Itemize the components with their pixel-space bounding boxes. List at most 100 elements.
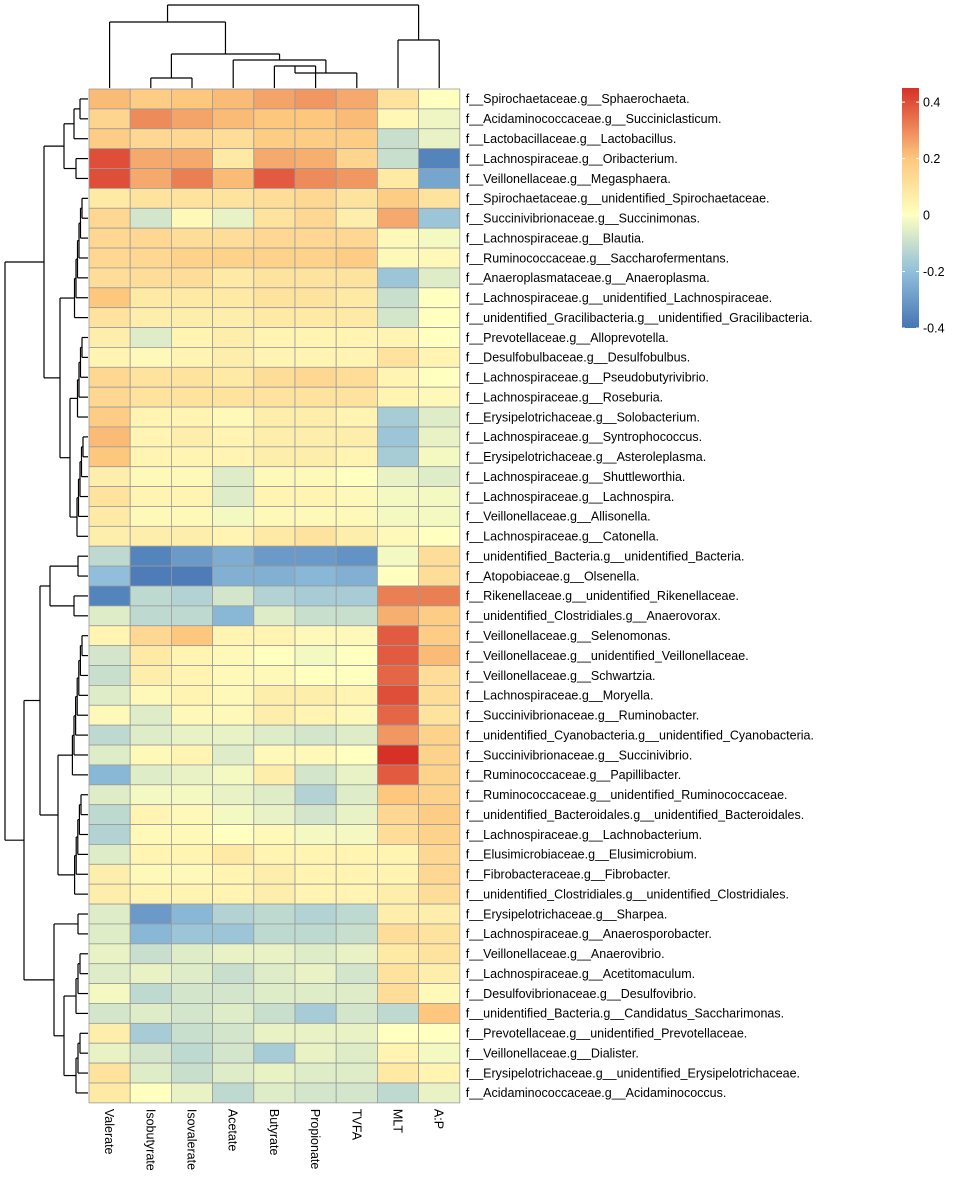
heatmap-cell — [129, 824, 172, 845]
heatmap-cell — [129, 525, 172, 547]
row-label: f__Succinivibrionaceae.g__Ruminobacter. — [466, 709, 699, 723]
heatmap-cell — [335, 128, 378, 150]
heatmap-cell — [170, 883, 213, 905]
heatmap-cell — [418, 466, 461, 488]
heatmap-cell — [335, 287, 378, 309]
heatmap-cell — [212, 148, 255, 169]
heatmap-cell — [129, 267, 172, 289]
heatmap-cell — [418, 923, 461, 945]
row-label: f__Succinivibrionaceae.g__Succinimonas. — [466, 212, 700, 226]
heatmap-cell — [88, 605, 131, 627]
heatmap-cell — [376, 685, 419, 706]
heatmap-cell — [253, 645, 296, 666]
heatmap-cell — [129, 784, 172, 806]
heatmap-cell — [170, 327, 213, 348]
heatmap-cell — [170, 1022, 213, 1044]
heatmap-cell — [88, 943, 131, 965]
heatmap-cell — [253, 903, 296, 925]
heatmap-cell — [253, 247, 296, 269]
heatmap-cell — [88, 744, 131, 766]
heatmap-cell — [335, 764, 378, 786]
heatmap-cell — [418, 983, 461, 1004]
heatmap-cell — [335, 923, 378, 945]
heatmap-cell — [418, 506, 461, 527]
heatmap-cell — [376, 1082, 419, 1104]
heatmap-cell — [335, 386, 378, 408]
heatmap-cell — [418, 585, 461, 607]
heatmap-cell — [294, 466, 337, 488]
heatmap-cell — [212, 764, 255, 786]
heatmap-cell — [253, 187, 296, 209]
heatmap-cell — [418, 943, 461, 965]
row-label: f__Lachnospiraceae.g__Lachnobacterium. — [466, 828, 702, 842]
heatmap-cell — [212, 903, 255, 925]
row-label: f__Desulfovibrionaceae.g__Desulfovibrio. — [466, 987, 697, 1001]
row-label: f__Lachnospiraceae.g__Oribacterium. — [466, 152, 678, 166]
heatmap-cell — [212, 88, 255, 110]
heatmap-cell — [88, 386, 131, 408]
heatmap-cell — [129, 168, 172, 189]
heatmap-cell — [335, 585, 378, 607]
heatmap-cell — [212, 347, 255, 368]
heatmap-cell — [294, 883, 337, 905]
row-label: f__unidentified_Clostridiales.g__Anaerov… — [466, 609, 721, 623]
heatmap-cell — [170, 108, 213, 130]
heatmap-cell — [294, 386, 337, 408]
heatmap-cell — [335, 307, 378, 328]
heatmap-cell — [418, 625, 461, 647]
heatmap-cell — [253, 923, 296, 945]
heatmap-cell — [376, 824, 419, 845]
heatmap-cell — [294, 704, 337, 726]
heatmap-cell — [335, 804, 378, 825]
heatmap-cell — [294, 963, 337, 984]
heatmap-cell — [376, 883, 419, 905]
heatmap-cell — [418, 247, 461, 269]
heatmap-cell — [170, 824, 213, 845]
heatmap-cell — [376, 207, 419, 229]
heatmap-cell — [129, 506, 172, 527]
heatmap-cell — [88, 685, 131, 706]
heatmap-cell — [212, 545, 255, 567]
row-label: f__Atopobiaceae.g__Olsenella. — [466, 569, 640, 583]
heatmap-cell — [170, 645, 213, 666]
heatmap-cell — [376, 903, 419, 925]
heatmap-cell — [335, 1042, 378, 1064]
heatmap-cell — [212, 704, 255, 726]
heatmap-cell — [170, 406, 213, 428]
heatmap-cell — [376, 943, 419, 965]
heatmap-cell — [418, 565, 461, 587]
heatmap-cell — [212, 844, 255, 865]
heatmap-cell — [88, 128, 131, 150]
heatmap-cell — [88, 545, 131, 567]
heatmap-cell — [253, 943, 296, 965]
heatmap-cell — [253, 625, 296, 647]
heatmap-cell — [294, 247, 337, 269]
heatmap-cell — [170, 426, 213, 448]
column-label: Isobutyrate — [143, 1109, 157, 1171]
heatmap-cell — [253, 784, 296, 806]
heatmap-cell — [88, 724, 131, 746]
heatmap-cell — [88, 983, 131, 1004]
heatmap-cell — [294, 108, 337, 130]
heatmap-cell — [212, 665, 255, 686]
heatmap-cell — [88, 645, 131, 666]
heatmap-cell — [170, 466, 213, 488]
heatmap-cell — [294, 366, 337, 388]
heatmap-cell — [335, 744, 378, 766]
heatmap-cell — [335, 247, 378, 269]
heatmap-cell — [212, 943, 255, 965]
heatmap-cell — [376, 287, 419, 309]
heatmap-cell — [335, 187, 378, 209]
heatmap-cell — [294, 764, 337, 786]
heatmap-cell — [170, 128, 213, 150]
row-label: f__Lachnospiraceae.g__Catonella. — [466, 530, 659, 544]
heatmap-cell — [294, 307, 337, 328]
heatmap-cell — [418, 1003, 461, 1024]
heatmap-cell — [129, 665, 172, 686]
heatmap-cell — [294, 824, 337, 845]
heatmap-cell — [253, 704, 296, 726]
row-label: f__Erysipelotrichaceae.g__Solobacterium. — [466, 410, 700, 424]
heatmap-cell — [129, 685, 172, 706]
heatmap-cell — [88, 525, 131, 547]
